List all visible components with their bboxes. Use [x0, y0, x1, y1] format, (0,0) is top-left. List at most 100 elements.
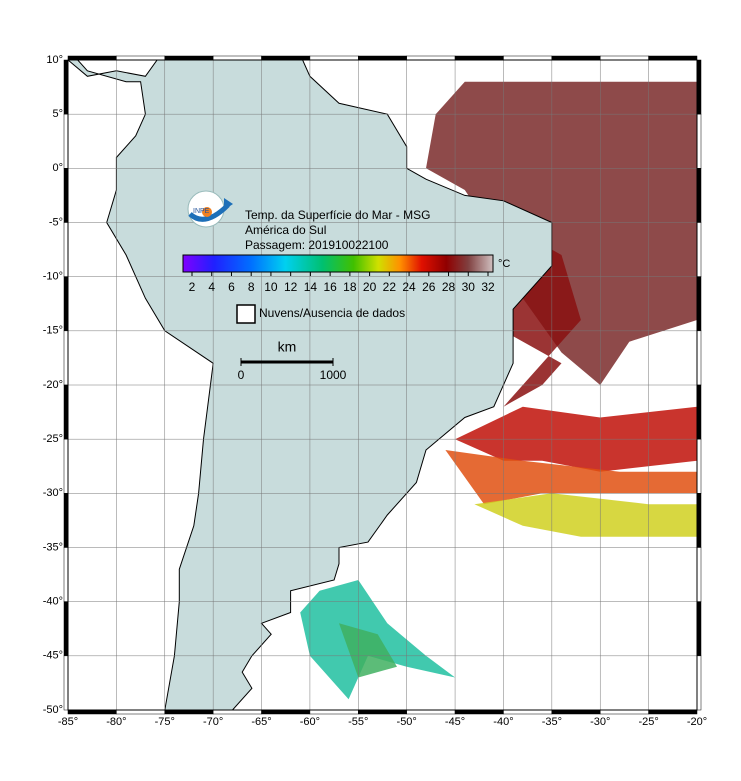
frame-segment	[63, 276, 69, 332]
frame-segment	[261, 709, 311, 715]
frame-segment	[599, 709, 649, 715]
x-tick-label: -20°	[687, 716, 707, 728]
frame-segment	[696, 113, 702, 169]
frame-segment	[648, 55, 698, 61]
frame-segment	[358, 709, 407, 715]
frame-segment	[599, 55, 649, 61]
frame-segment	[696, 601, 702, 657]
colorbar	[182, 254, 494, 273]
colorbar-tick-label: 8	[248, 280, 255, 294]
frame-outline	[67, 59, 698, 711]
x-tick-label: -80°	[106, 716, 126, 728]
frame-segment	[696, 59, 702, 115]
title-line: Temp. da Superfície do Mar - MSG	[245, 208, 430, 222]
frame-segment	[63, 384, 69, 440]
frame-segment	[63, 222, 69, 277]
frame-segment	[67, 55, 117, 61]
frame-segment	[696, 330, 702, 386]
sst-patch	[474, 493, 697, 537]
colorbar-ticks: 2 4 6 8 10 12 14 16 18 20 22 24 26 28 30 32	[189, 272, 495, 294]
y-tick-label: 0°	[52, 162, 63, 174]
x-tick-label: -35°	[542, 716, 562, 728]
frame-segment	[454, 55, 504, 61]
frame-segment	[503, 709, 553, 715]
frame-segment	[696, 276, 702, 332]
frame-segment	[696, 438, 702, 494]
x-tick-label: -50°	[397, 716, 417, 728]
frame-segment	[164, 709, 214, 715]
scale-label: 0	[238, 368, 245, 382]
x-tick-label: -40°	[493, 716, 513, 728]
frame-segment	[261, 55, 311, 61]
colorbar-tick-label: 30	[462, 280, 476, 294]
y-tick-label: -35°	[43, 541, 63, 553]
frame-segment	[454, 709, 504, 715]
frame-segment	[63, 113, 69, 169]
y-tick-label: -45°	[43, 650, 63, 662]
frame-segment	[63, 59, 69, 115]
y-tick-label: 5°	[52, 108, 63, 120]
frame-segment	[63, 601, 69, 657]
sst-patch	[445, 450, 697, 505]
colorbar-tick-label: 6	[228, 280, 235, 294]
frame-segment	[63, 655, 69, 711]
sst-patch	[426, 81, 697, 385]
frame-segment	[406, 55, 456, 61]
colorbar-tick-label: 20	[363, 280, 377, 294]
y-tick-label: -50°	[43, 704, 63, 716]
frame-segment	[309, 55, 359, 61]
y-tick-label: -10°	[43, 271, 63, 283]
frame-segment	[696, 222, 702, 277]
y-tick-label: 10°	[46, 54, 63, 66]
title-line: Passagem: 201910022100	[245, 238, 389, 252]
scale-label: 1000	[320, 368, 347, 382]
x-tick-label: -70°	[203, 716, 223, 728]
frame-segment	[696, 655, 702, 711]
frame-segment	[358, 55, 407, 61]
frame-segment	[696, 493, 702, 548]
frame-segment	[503, 55, 553, 61]
frame-segment	[164, 55, 214, 61]
colorbar-tick-label: 10	[264, 280, 278, 294]
y-tick-label: -15°	[43, 325, 63, 337]
frame-segment	[116, 709, 166, 715]
frame-segment	[648, 709, 698, 715]
frame-segment	[406, 709, 456, 715]
colorbar-tick-label: 18	[343, 280, 357, 294]
frame-segment	[63, 438, 69, 494]
frame-segment	[696, 168, 702, 223]
x-tick-label: -85°	[58, 716, 78, 728]
colorbar-tick-label: 16	[323, 280, 337, 294]
grid: -85° -80° -75° -70° -65° -60° -55° -50° -45° -40°…	[43, 54, 707, 728]
y-tick-label: -25°	[43, 433, 63, 445]
y-tick-label: -30°	[43, 487, 63, 499]
colorbar-tick-label: 22	[383, 280, 397, 294]
frame-segment	[63, 168, 69, 223]
frame-segment	[63, 330, 69, 386]
colorbar-tick-label: 26	[422, 280, 436, 294]
sst-patch	[339, 623, 397, 678]
logo: INPE	[187, 190, 233, 228]
title-line: América do Sul	[245, 223, 326, 237]
x-tick-label: -75°	[155, 716, 175, 728]
x-tick-label: -30°	[590, 716, 610, 728]
colorbar-tick-label: 14	[304, 280, 318, 294]
y-tick-label: -20°	[43, 379, 63, 391]
frame-segment	[551, 709, 601, 715]
frame-segment	[309, 709, 359, 715]
y-tick-label: -5°	[49, 216, 63, 228]
colorbar-tick-label: 12	[284, 280, 298, 294]
colorbar-tick-label: 4	[208, 280, 215, 294]
frame-segment	[551, 55, 601, 61]
scale-bar: 0 1000	[238, 358, 347, 382]
colorbar-tick-label: 32	[481, 280, 495, 294]
colorbar-unit: °C	[498, 258, 510, 270]
x-tick-label: -65°	[251, 716, 271, 728]
x-tick-label: -25°	[638, 716, 658, 728]
frame	[63, 55, 702, 715]
frame-segment	[63, 493, 69, 548]
legend-box	[236, 304, 256, 324]
frame-segment	[212, 709, 262, 715]
frame-segment	[116, 55, 166, 61]
